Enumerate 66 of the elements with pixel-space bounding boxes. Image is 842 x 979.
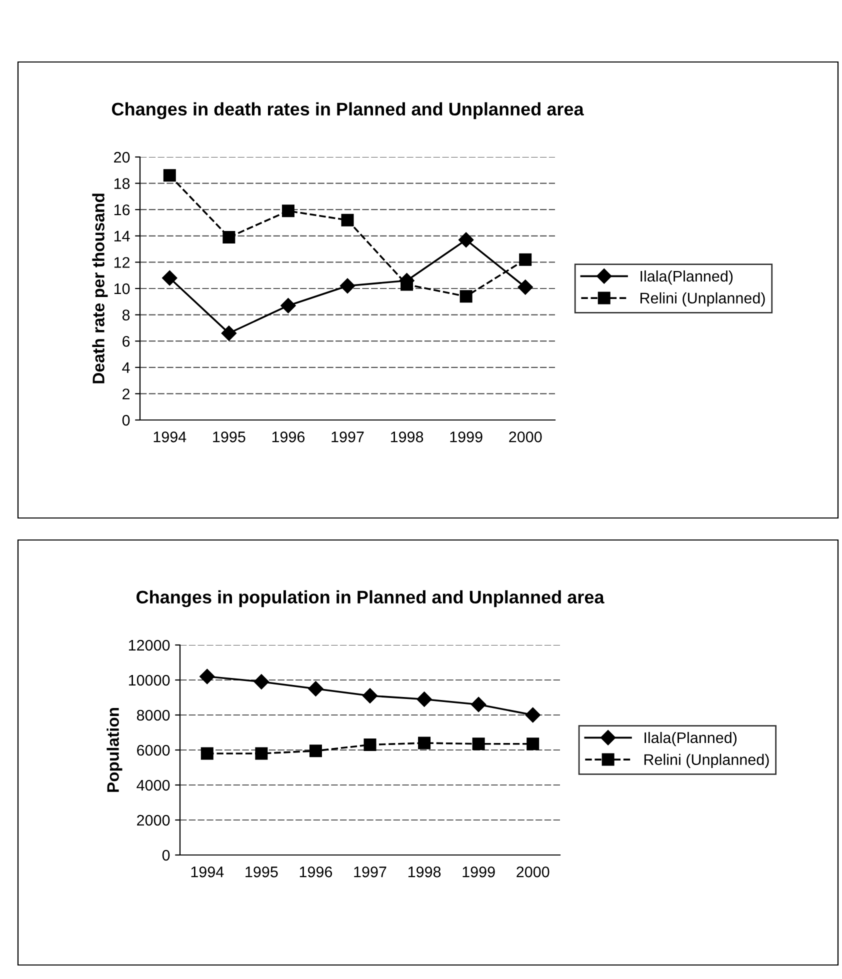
point [519, 253, 532, 266]
x-tick-label: 1997 [332, 432, 364, 442]
point [518, 280, 533, 295]
y-tick-label: 14 [114, 230, 130, 242]
point [280, 298, 296, 314]
legend-label: Ilala(Planned) [640, 270, 733, 285]
point [460, 290, 472, 303]
chart-title: Changes in death rates in Planned and Unplanned area [112, 102, 584, 120]
y-tick-label: 2 [122, 388, 130, 400]
chart-title: Changes in population in Planned and Unplanned area [136, 590, 604, 608]
point [222, 230, 236, 244]
point [162, 270, 178, 286]
point [309, 744, 322, 758]
y-tick-label: 2000 [137, 814, 170, 826]
y-tick-label: 6000 [137, 744, 170, 756]
x-tick-label: 2000 [509, 432, 542, 442]
y-tick-label: 6 [122, 336, 130, 347]
point [525, 707, 540, 723]
y-tick-label: 20 [114, 152, 130, 163]
y-tick-label: 10 [114, 283, 130, 294]
y-axis-title: Population [106, 708, 122, 792]
y-tick-label: 8000 [136, 710, 170, 721]
legend-label: Relini (Unplanned) [640, 292, 765, 307]
point [416, 692, 432, 707]
y-tick-label: 18 [114, 178, 130, 189]
point [282, 204, 294, 218]
x-tick-label: 1999 [462, 866, 495, 878]
y-tick-label: 0 [162, 850, 170, 861]
x-tick-label: 1997 [354, 866, 386, 878]
point [163, 169, 176, 182]
x-tick-label: 1996 [300, 866, 332, 878]
x-tick-label: 1994 [154, 432, 186, 442]
y-tick-label: 4 [122, 362, 130, 373]
point [255, 747, 268, 760]
y-tick-label: 0 [122, 414, 130, 426]
x-tick-label: 2000 [516, 866, 550, 878]
x-tick-label: 1998 [390, 432, 424, 442]
x-tick-label: 1996 [272, 432, 305, 442]
point [340, 278, 356, 294]
x-tick-label: 1998 [408, 866, 441, 878]
legend-label: Ilala(Planned) [644, 732, 737, 746]
point [526, 738, 540, 750]
y-tick-label: 12000 [128, 640, 170, 651]
y-tick-label: 10000 [128, 674, 170, 686]
point [308, 681, 324, 696]
x-tick-label: 1994 [191, 866, 224, 878]
legend-label: Relini (Unplanned) [644, 754, 769, 768]
point [472, 738, 485, 750]
x-tick-label: 1995 [246, 866, 278, 878]
y-tick-label: 4000 [136, 780, 170, 791]
x-tick-label: 1995 [213, 432, 246, 442]
x-tick-label: 1999 [450, 432, 482, 442]
point [221, 326, 236, 341]
y-axis-title: Death rate per thousand [92, 194, 108, 384]
point [200, 668, 215, 684]
point [458, 232, 474, 248]
y-tick-label: 8 [122, 310, 130, 320]
point [471, 696, 486, 712]
y-tick-label: 16 [114, 204, 130, 216]
point [200, 747, 214, 760]
point [341, 214, 354, 226]
point [362, 688, 378, 704]
point [364, 738, 376, 751]
y-tick-label: 12 [114, 257, 130, 268]
point [418, 736, 431, 750]
point [254, 674, 269, 690]
